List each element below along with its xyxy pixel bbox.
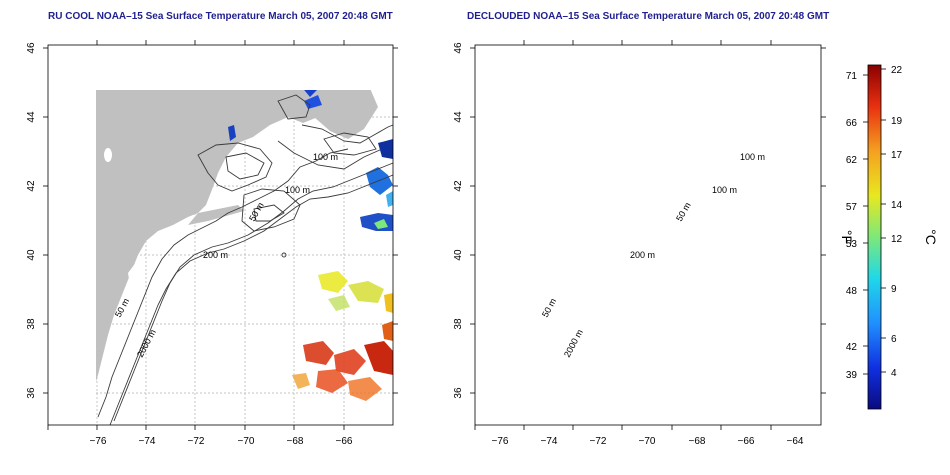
left-map-panel [47, 44, 394, 426]
left-map-title: RU COOL NOAA–15 Sea Surface Temperature … [48, 11, 393, 22]
cb-c-tick-7: 4 [891, 368, 897, 379]
x-tick-left-0: −76 [90, 436, 107, 447]
y-tick-right-4: 38 [453, 318, 464, 330]
x-tick-left-5: −66 [336, 436, 353, 447]
cb-c-tick-1: 19 [891, 116, 903, 127]
contour-label-50m-a-right: 50 m [674, 201, 693, 223]
x-tick-right-1: −74 [541, 436, 558, 447]
x-tick-right-2: −72 [590, 436, 607, 447]
x-tick-left-1: −74 [139, 436, 156, 447]
y-tick-right-5: 36 [453, 387, 464, 399]
contour-label-100m-a: 100 m [313, 152, 338, 162]
cb-f-tick-7: 39 [846, 370, 858, 381]
y-tick-left-0: 46 [26, 42, 37, 54]
y-tick-left-1: 44 [26, 111, 37, 123]
x-tick-left-3: −70 [238, 436, 255, 447]
y-tick-right-0: 46 [453, 42, 464, 54]
cb-c-tick-6: 6 [891, 334, 897, 345]
cb-f-tick-2: 62 [846, 155, 858, 166]
sst-pixels-left [228, 90, 393, 401]
colorbar-fahrenheit-label: °F [839, 230, 855, 244]
cb-c-tick-0: 22 [891, 65, 903, 76]
contour-label-200m: 200 m [203, 250, 228, 260]
right-map-title: DECLOUDED NOAA–15 Sea Surface Temperatur… [467, 11, 830, 22]
contour-label-100m-b: 100 m [285, 185, 310, 195]
y-tick-right-2: 42 [453, 180, 464, 192]
x-tick-right-4: −68 [689, 436, 706, 447]
cb-c-tick-4: 12 [891, 234, 903, 245]
contour-label-2000m-right: 2000 m [562, 328, 585, 359]
cb-f-tick-4: 53 [846, 239, 858, 250]
x-tick-right-0: −76 [492, 436, 509, 447]
right-map-panel [474, 44, 822, 426]
y-tick-left-3: 40 [26, 249, 37, 261]
x-tick-right-6: −64 [787, 436, 804, 447]
y-tick-right-1: 44 [453, 111, 464, 123]
contour-label-50m-b-right: 50 m [540, 297, 558, 319]
sst-pixels-right [642, 144, 821, 223]
contour-label-100m-a-right: 100 m [740, 152, 765, 162]
left-map-axes [43, 40, 398, 430]
cb-f-tick-1: 66 [846, 118, 858, 129]
cb-f-tick-3: 57 [846, 202, 858, 213]
colorbar-celsius-label: °C [923, 229, 939, 245]
cb-c-tick-2: 17 [891, 150, 903, 161]
colorbar-gradient [867, 64, 882, 410]
y-tick-left-4: 38 [26, 318, 37, 330]
colorbar: 71 66 62 57 53 48 42 39 22 19 17 14 12 9… [839, 64, 939, 410]
cb-f-tick-6: 42 [846, 342, 858, 353]
y-tick-left-2: 42 [26, 180, 37, 192]
right-map-axes [470, 40, 826, 430]
contour-label-200m-right: 200 m [630, 250, 655, 260]
cb-f-tick-5: 48 [846, 286, 858, 297]
y-tick-right-3: 40 [453, 249, 464, 261]
cb-c-tick-5: 9 [891, 284, 897, 295]
cb-f-tick-0: 71 [846, 71, 858, 82]
cb-c-tick-3: 14 [891, 200, 903, 211]
x-tick-right-5: −66 [738, 436, 755, 447]
x-tick-left-4: −68 [287, 436, 304, 447]
x-tick-left-2: −72 [188, 436, 205, 447]
contour-label-100m-b-right: 100 m [712, 185, 737, 195]
y-tick-left-5: 36 [26, 387, 37, 399]
x-tick-right-3: −70 [639, 436, 656, 447]
